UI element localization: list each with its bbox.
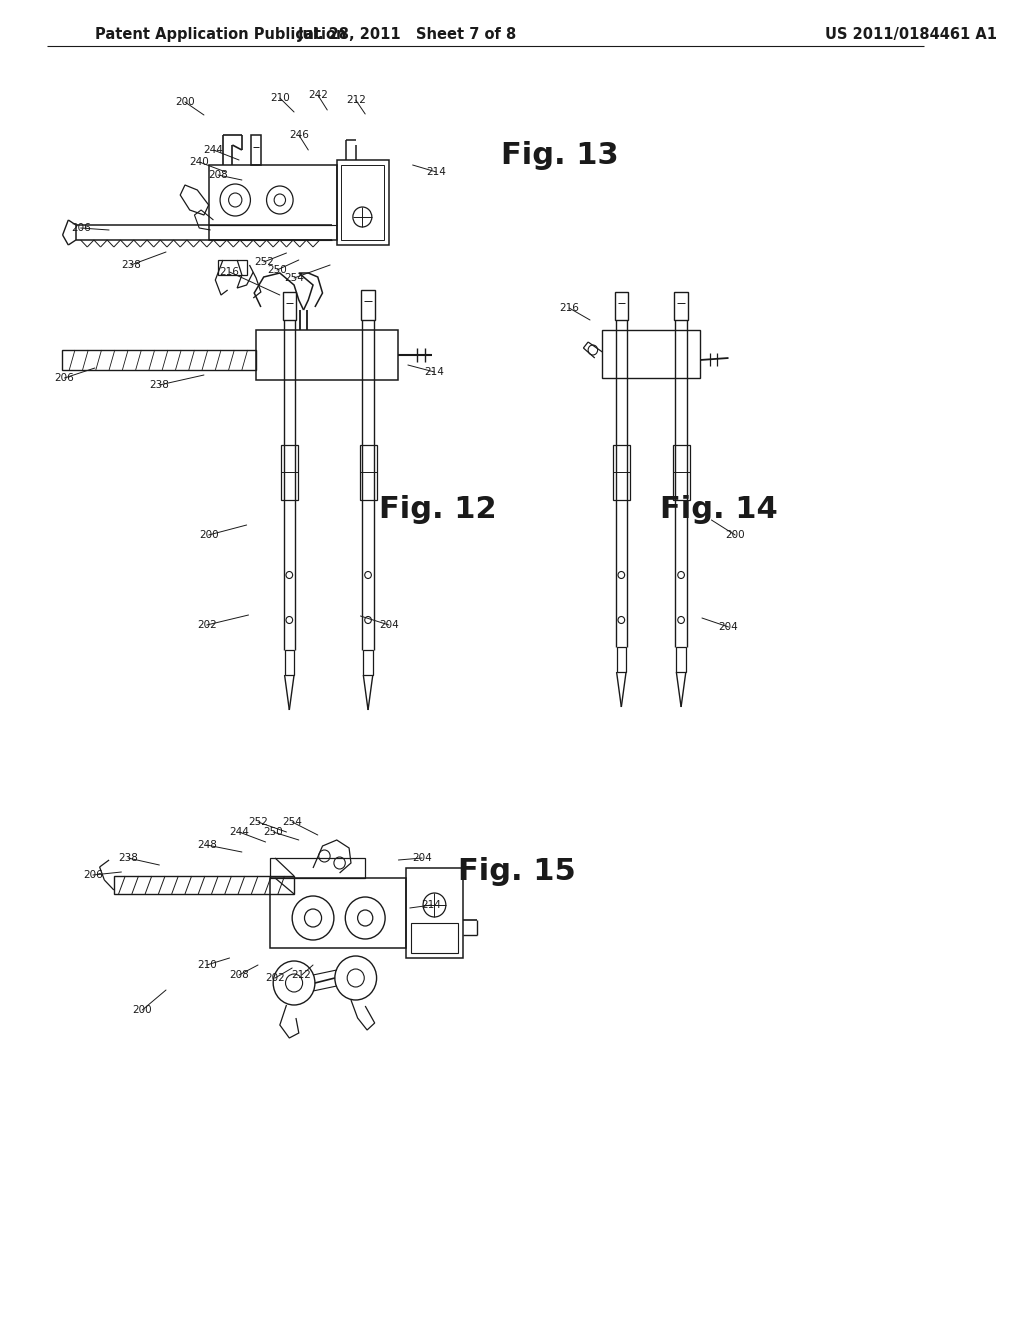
Text: 252: 252 (248, 817, 268, 828)
Bar (614, 292, 628, 319)
Text: 216: 216 (219, 267, 240, 277)
Bar (612, 445, 630, 500)
Text: 212: 212 (292, 970, 311, 979)
Text: 244: 244 (204, 145, 223, 154)
Text: Jul. 28, 2011   Sheet 7 of 8: Jul. 28, 2011 Sheet 7 of 8 (298, 28, 517, 42)
Bar (676, 647, 686, 672)
Bar (270, 878, 406, 948)
Text: 254: 254 (284, 273, 304, 282)
Text: Patent Application Publication: Patent Application Publication (95, 28, 346, 42)
Text: 214: 214 (425, 367, 444, 378)
Bar (361, 290, 375, 319)
Text: 250: 250 (267, 265, 287, 275)
Bar (341, 165, 384, 240)
Text: Fig. 13: Fig. 13 (501, 140, 618, 169)
Bar (406, 869, 463, 958)
Text: 206: 206 (54, 374, 75, 383)
Text: 252: 252 (254, 257, 273, 267)
Text: 200: 200 (199, 531, 218, 540)
Text: 208: 208 (208, 170, 228, 180)
Text: 244: 244 (229, 828, 249, 837)
Bar (270, 858, 366, 878)
Bar (251, 135, 261, 165)
Bar (209, 165, 337, 240)
Text: 242: 242 (308, 90, 328, 100)
Text: 204: 204 (379, 620, 398, 630)
Bar (256, 330, 398, 380)
Bar (364, 649, 373, 675)
Text: 212: 212 (346, 95, 366, 106)
Text: Fig. 15: Fig. 15 (458, 858, 575, 887)
Text: 240: 240 (189, 157, 209, 168)
Text: 248: 248 (197, 840, 217, 850)
Bar (359, 445, 377, 500)
Text: 216: 216 (559, 304, 580, 313)
Bar (114, 876, 294, 894)
Text: 210: 210 (197, 960, 217, 970)
Text: 200: 200 (725, 531, 745, 540)
Text: Fig. 12: Fig. 12 (380, 495, 497, 524)
Text: 254: 254 (283, 817, 302, 828)
Bar (673, 445, 689, 500)
Bar (61, 350, 256, 370)
Text: 208: 208 (229, 970, 249, 979)
Bar (218, 260, 247, 275)
Text: 250: 250 (263, 828, 283, 837)
Bar (675, 292, 688, 319)
Text: 206: 206 (83, 870, 102, 880)
Text: 206: 206 (71, 223, 90, 234)
Text: 214: 214 (422, 900, 441, 909)
Bar (602, 330, 700, 378)
Text: 238: 238 (121, 260, 141, 271)
Bar (285, 649, 294, 675)
Text: 200: 200 (132, 1005, 153, 1015)
Text: 204: 204 (413, 853, 432, 863)
Text: 202: 202 (197, 620, 217, 630)
Bar (337, 160, 389, 246)
Bar (411, 923, 458, 953)
Text: US 2011/0184461 A1: US 2011/0184461 A1 (825, 28, 997, 42)
Text: 214: 214 (426, 168, 446, 177)
Bar (616, 647, 626, 672)
Text: 204: 204 (719, 622, 738, 632)
Bar (283, 292, 296, 319)
Text: 210: 210 (270, 92, 290, 103)
Text: Fig. 14: Fig. 14 (660, 495, 778, 524)
Text: 238: 238 (150, 380, 169, 389)
Text: 200: 200 (175, 96, 195, 107)
Text: 246: 246 (289, 129, 309, 140)
Text: 202: 202 (265, 973, 285, 983)
Bar (281, 445, 298, 500)
Text: 238: 238 (118, 853, 138, 863)
